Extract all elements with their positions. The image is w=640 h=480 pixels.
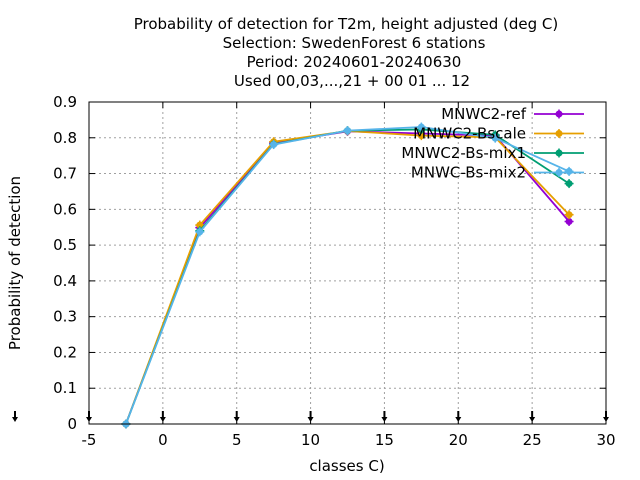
- x-tick-labels: -5 0 5 10 15 20 25 30: [82, 431, 616, 449]
- y-tick-label: 0.1: [53, 379, 77, 397]
- y-tick-label: 0.4: [53, 272, 77, 290]
- plot-border: [88, 101, 607, 425]
- bottom-arrow-mark-head: [159, 417, 166, 422]
- legend-label: MNWC-Bs-mix2: [411, 164, 526, 182]
- series-group: [121, 122, 574, 429]
- bottom-arrow-mark-head: [529, 417, 536, 422]
- x-tick-label: 30: [596, 431, 615, 449]
- y-tick-label: 0.3: [53, 308, 77, 326]
- y-tick-label: 0.7: [53, 165, 77, 183]
- legend-item-1: MNWC2-ref: [441, 105, 584, 123]
- y-tick-label: 0: [67, 415, 77, 433]
- legend-item-4: MNWC-Bs-mix2: [411, 164, 584, 182]
- legend-item-3: MNWC2-Bs-mix1: [401, 144, 584, 162]
- x-axis-label: classes C): [309, 457, 384, 475]
- bottom-arrow-mark-head: [455, 417, 462, 422]
- x-tick-label: 10: [301, 431, 320, 449]
- x-tick-label: 0: [158, 431, 168, 449]
- y-tick-label: 0.9: [53, 93, 77, 111]
- bottom-arrow-mark-head: [307, 417, 314, 422]
- title-line-4: Used 00,03,...,21 + 00 01 ... 12: [234, 72, 470, 90]
- x-tick-label: 25: [523, 431, 542, 449]
- x-tick-label: 15: [375, 431, 394, 449]
- x-tick-label: 20: [449, 431, 468, 449]
- chart-title: Probability of detection for T2m, height…: [134, 15, 559, 90]
- y-tick-label: 0.2: [53, 343, 77, 361]
- title-line-1: Probability of detection for T2m, height…: [134, 15, 559, 33]
- legend-label: MNWC2-Bscale: [413, 125, 526, 143]
- y-tick-labels: 0 0.1 0.2 0.3 0.4 0.5 0.6 0.7 0.8 0.9: [53, 93, 77, 433]
- outside-arrow-mark-head: [12, 417, 18, 422]
- y-axis-label: Probability of detection: [6, 176, 24, 350]
- y-tick-label: 0.5: [53, 236, 77, 254]
- y-tick-label: 0.8: [53, 129, 77, 147]
- legend-item-2: MNWC2-Bscale: [413, 125, 584, 143]
- title-line-2: Selection: SwedenForest 6 stations: [223, 34, 486, 52]
- legend-label: MNWC2-ref: [441, 105, 526, 123]
- legend-label: MNWC2-Bs-mix1: [401, 144, 526, 162]
- bottom-arrow-mark-head: [233, 417, 240, 422]
- series-4: [121, 122, 574, 429]
- grid: [89, 102, 606, 424]
- y-tick-label: 0.6: [53, 200, 77, 218]
- x-tick-label: 5: [232, 431, 242, 449]
- title-line-3: Period: 20240601-20240630: [247, 53, 462, 71]
- x-tick-label: -5: [82, 431, 97, 449]
- bottom-arrow-mark-head: [381, 417, 388, 422]
